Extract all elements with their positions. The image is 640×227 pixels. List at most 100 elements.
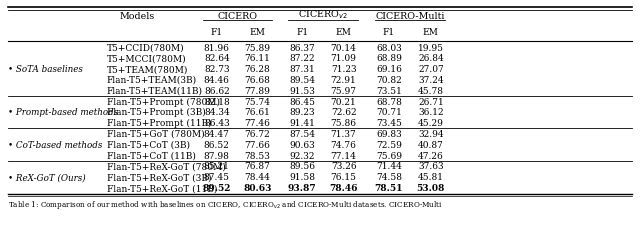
Text: Flan-T5+Prompt (780M): Flan-T5+Prompt (780M) — [106, 97, 220, 106]
Text: 45.29: 45.29 — [418, 119, 444, 128]
Text: 37.24: 37.24 — [418, 76, 444, 85]
Text: 26.84: 26.84 — [418, 54, 444, 63]
Text: 91.53: 91.53 — [289, 86, 315, 95]
Text: 27.07: 27.07 — [418, 65, 444, 74]
Text: 26.71: 26.71 — [418, 97, 444, 106]
Text: 77.14: 77.14 — [331, 151, 356, 160]
Text: F1: F1 — [383, 28, 395, 37]
Text: 76.11: 76.11 — [244, 54, 271, 63]
Text: 70.14: 70.14 — [331, 43, 356, 52]
Text: 93.87: 93.87 — [288, 183, 316, 192]
Text: 76.61: 76.61 — [244, 108, 271, 117]
Text: 84.34: 84.34 — [204, 108, 230, 117]
Text: 86.52: 86.52 — [204, 140, 230, 149]
Text: 91.58: 91.58 — [289, 173, 315, 181]
Text: 78.44: 78.44 — [244, 173, 271, 181]
Text: 85.21: 85.21 — [204, 162, 230, 171]
Text: 72.62: 72.62 — [331, 108, 356, 117]
Text: 75.89: 75.89 — [244, 43, 271, 52]
Text: 82.64: 82.64 — [204, 54, 230, 63]
Text: 89.54: 89.54 — [289, 76, 315, 85]
Text: 70.71: 70.71 — [376, 108, 402, 117]
Text: 75.97: 75.97 — [331, 86, 356, 95]
Text: 72.59: 72.59 — [376, 140, 402, 149]
Text: 71.23: 71.23 — [331, 65, 356, 74]
Text: 19.95: 19.95 — [418, 43, 444, 52]
Text: 73.45: 73.45 — [376, 119, 402, 128]
Text: 76.28: 76.28 — [244, 65, 271, 74]
Text: 87.22: 87.22 — [289, 54, 315, 63]
Text: 89.56: 89.56 — [289, 162, 315, 171]
Text: Flan-T5+CoT (11B): Flan-T5+CoT (11B) — [106, 151, 195, 160]
Text: 89.52: 89.52 — [202, 183, 231, 192]
Text: T5+TEAM(780M): T5+TEAM(780M) — [106, 65, 188, 74]
Text: Flan-T5+Prompt (11B): Flan-T5+Prompt (11B) — [106, 118, 211, 128]
Text: 45.81: 45.81 — [418, 173, 444, 181]
Text: 87.31: 87.31 — [289, 65, 315, 74]
Text: EM: EM — [250, 28, 266, 37]
Text: 87.45: 87.45 — [204, 173, 230, 181]
Text: CICERO$_{v2}$: CICERO$_{v2}$ — [298, 8, 348, 20]
Text: 84.46: 84.46 — [204, 76, 230, 85]
Text: T5+MCCI(780M): T5+MCCI(780M) — [106, 54, 186, 63]
Text: EM: EM — [423, 28, 439, 37]
Text: 69.83: 69.83 — [376, 129, 402, 138]
Text: 69.16: 69.16 — [376, 65, 402, 74]
Text: 45.78: 45.78 — [418, 86, 444, 95]
Text: 77.46: 77.46 — [244, 119, 271, 128]
Text: • ReX-GoT (Ours): • ReX-GoT (Ours) — [8, 173, 85, 181]
Text: EM: EM — [335, 28, 351, 37]
Text: Flan-T5+Prompt (3B): Flan-T5+Prompt (3B) — [106, 108, 205, 117]
Text: 75.69: 75.69 — [376, 151, 402, 160]
Text: 82.73: 82.73 — [204, 65, 230, 74]
Text: 84.47: 84.47 — [204, 129, 230, 138]
Text: CICERO: CICERO — [217, 12, 257, 20]
Text: 91.41: 91.41 — [289, 119, 315, 128]
Text: 68.78: 68.78 — [376, 97, 402, 106]
Text: Flan-T5+CoT (3B): Flan-T5+CoT (3B) — [106, 140, 189, 149]
Text: 68.89: 68.89 — [376, 54, 402, 63]
Text: Flan-T5+ReX-GoT (3B): Flan-T5+ReX-GoT (3B) — [106, 173, 211, 181]
Text: 71.09: 71.09 — [331, 54, 356, 63]
Text: 86.62: 86.62 — [204, 86, 230, 95]
Text: CICERO-Multi: CICERO-Multi — [375, 12, 445, 20]
Text: 32.94: 32.94 — [418, 129, 444, 138]
Text: 74.76: 74.76 — [331, 140, 356, 149]
Text: 86.45: 86.45 — [289, 97, 315, 106]
Text: 73.51: 73.51 — [376, 86, 402, 95]
Text: 76.72: 76.72 — [244, 129, 271, 138]
Text: 47.26: 47.26 — [418, 151, 444, 160]
Text: 86.37: 86.37 — [289, 43, 315, 52]
Text: 78.53: 78.53 — [244, 151, 271, 160]
Text: 37.63: 37.63 — [418, 162, 444, 171]
Text: 75.74: 75.74 — [244, 97, 271, 106]
Text: 76.68: 76.68 — [244, 76, 271, 85]
Text: Flan-T5+ReX-GoT (780M): Flan-T5+ReX-GoT (780M) — [106, 162, 225, 171]
Text: 71.44: 71.44 — [376, 162, 402, 171]
Text: 92.32: 92.32 — [289, 151, 315, 160]
Text: 75.86: 75.86 — [331, 119, 356, 128]
Text: T5+CCID(780M): T5+CCID(780M) — [106, 43, 184, 52]
Text: 81.96: 81.96 — [204, 43, 230, 52]
Text: 87.54: 87.54 — [289, 129, 315, 138]
Text: 82.18: 82.18 — [204, 97, 230, 106]
Text: 72.91: 72.91 — [331, 76, 356, 85]
Text: 89.23: 89.23 — [289, 108, 315, 117]
Text: 40.87: 40.87 — [418, 140, 444, 149]
Text: 86.43: 86.43 — [204, 119, 230, 128]
Text: 74.58: 74.58 — [376, 173, 402, 181]
Text: 78.46: 78.46 — [330, 183, 358, 192]
Text: F1: F1 — [211, 28, 223, 37]
Text: Flan-T5+ReX-GoT (11B): Flan-T5+ReX-GoT (11B) — [106, 183, 217, 192]
Text: 77.89: 77.89 — [244, 86, 271, 95]
Text: 36.12: 36.12 — [418, 108, 444, 117]
Text: Models: Models — [119, 12, 154, 20]
Text: 77.66: 77.66 — [244, 140, 271, 149]
Text: • SoTA baselines: • SoTA baselines — [8, 65, 83, 74]
Text: Flan-T5+TEAM(3B): Flan-T5+TEAM(3B) — [106, 76, 196, 85]
Text: F1: F1 — [296, 28, 308, 37]
Text: 73.26: 73.26 — [331, 162, 356, 171]
Text: 87.98: 87.98 — [204, 151, 230, 160]
Text: 71.37: 71.37 — [331, 129, 356, 138]
Text: Table 1: Comparison of our method with baselines on CICERO, CICERO$_{v2}$ and CI: Table 1: Comparison of our method with b… — [8, 198, 443, 210]
